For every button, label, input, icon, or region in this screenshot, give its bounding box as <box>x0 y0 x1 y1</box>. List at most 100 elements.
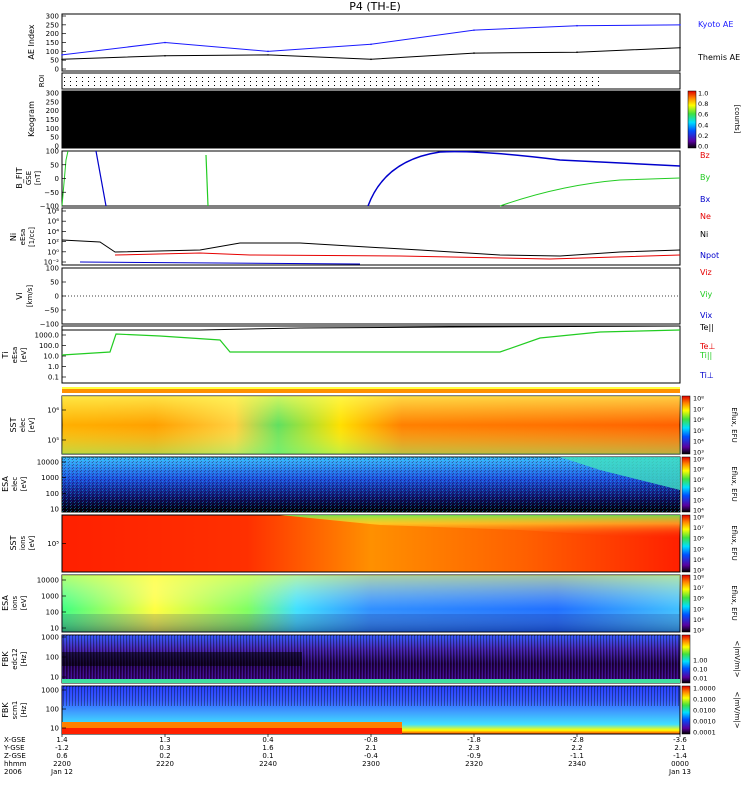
vi-ylabel-3: [km/s] <box>26 285 34 308</box>
ytick-label: 1000 <box>41 474 59 482</box>
xtick-xgse: -0.8 <box>364 736 378 744</box>
tipar-trace <box>61 329 681 356</box>
roi-dot <box>160 85 161 86</box>
roi-dot <box>124 81 125 82</box>
ytick-label: 50 <box>50 57 59 65</box>
roi-dot <box>160 77 161 78</box>
roi-dot <box>580 77 581 78</box>
roi-dot <box>508 85 509 86</box>
roi-dot <box>586 81 587 82</box>
esa-elec-ylabel-3: [eV] <box>20 476 28 491</box>
ae-data-point <box>267 54 269 56</box>
roi-dot <box>406 81 407 82</box>
roi-dot <box>100 77 101 78</box>
xtick-zgse: 0.2 <box>159 752 170 760</box>
roi-dot <box>250 81 251 82</box>
xtick-ygse: 2.3 <box>468 744 479 752</box>
ytick-label: 0.1 <box>48 374 59 382</box>
roi-dot <box>64 85 65 86</box>
roi-dot <box>280 81 281 82</box>
xtick-hhmm: 2200 <box>53 760 71 768</box>
roi-dot <box>394 77 395 78</box>
esa-ions-panel: ESA ions [eV] 10000 1000 100 10 <box>1 574 681 633</box>
roi-dot <box>82 85 83 86</box>
ae-data-point <box>164 54 166 57</box>
roi-dot <box>460 81 461 82</box>
roi-dot <box>364 77 365 78</box>
roi-dot <box>298 85 299 86</box>
roi-dot <box>184 81 185 82</box>
roi-dot <box>580 81 581 82</box>
sst-elec-ylabel: SST <box>9 417 18 432</box>
roi-dot <box>388 77 389 78</box>
roi-dot <box>598 77 599 78</box>
roi-dot <box>196 85 197 86</box>
colorbar-tick-label: 1.0 <box>698 90 708 98</box>
roi-dot <box>304 85 305 86</box>
ytick-label: 50 <box>50 134 59 142</box>
colorbar-tick-label: 10³ <box>693 627 704 635</box>
roi-dot <box>268 81 269 82</box>
ytick-label: 200 <box>46 107 59 115</box>
roi-dot <box>358 85 359 86</box>
ni-panel: Ni eEsa [1/cc] 10⁸ 10⁶ 10⁴ 10² 10⁰ 10⁻² Ne Ni… <box>9 207 719 267</box>
colorbar-tick-label: 1.00 <box>693 657 707 665</box>
sst-ions-colorbar <box>681 514 691 573</box>
roi-dot <box>310 81 311 82</box>
ni-legend-ni: Ni <box>700 230 708 239</box>
roi-dot <box>340 85 341 86</box>
roi-dot <box>472 77 473 78</box>
roi-dot <box>76 85 77 86</box>
roi-dot <box>436 81 437 82</box>
roi-dot <box>592 85 593 86</box>
roi-dot <box>202 81 203 82</box>
xtick-date: Jan 13 <box>668 768 691 776</box>
sst-elec-ylabel-2: elec <box>19 418 27 433</box>
roi-dot <box>334 81 335 82</box>
colorbar-tick-label: 10⁶ <box>693 486 704 494</box>
roi-dot <box>142 77 143 78</box>
xtick-xgse: -1.8 <box>467 736 481 744</box>
roi-dot <box>442 85 443 86</box>
ytick-label: −50 <box>44 189 59 197</box>
colorbar-tick-label: 0.0 <box>698 143 708 151</box>
ti-legend-tiperp: Ti⊥ <box>699 371 714 380</box>
roi-dot <box>262 77 263 78</box>
xtick-zgse: -0.9 <box>467 752 481 760</box>
roi-dot <box>406 77 407 78</box>
roi-dot <box>226 85 227 86</box>
ytick-label: 300 <box>46 90 59 98</box>
ytick-label: 10⁶ <box>47 218 59 226</box>
roi-dot <box>292 85 293 86</box>
roi-dot <box>106 85 107 86</box>
roi-dot <box>496 77 497 78</box>
roi-dot <box>568 77 569 78</box>
roi-dot <box>574 77 575 78</box>
ytick-label: 1000 <box>41 687 59 695</box>
bfit-legend-by: By <box>700 173 710 182</box>
roi-dot <box>424 77 425 78</box>
roi-dot <box>88 81 89 82</box>
keogram-colorbar <box>687 90 697 149</box>
bfit-ylabel: B_FIT <box>15 167 24 188</box>
x-row-label-ygse: Y-GSE <box>3 744 25 752</box>
roi-dot <box>490 85 491 86</box>
colorbar-tick-label: 10⁸ <box>693 574 704 582</box>
ytick-label: 0 <box>55 293 59 301</box>
vi-panel: Vi [km/s] 100 50 0 −50 −100 Viz Viy Vix <box>15 265 713 329</box>
fbk-edc12-panel: FBK edc12 [Hz] 1000 100 10 1.000.100.01 <|… <box>1 634 741 684</box>
xtick-date: Jan 12 <box>50 768 73 776</box>
roi-dot <box>478 85 479 86</box>
colorbar-tick-label: 10⁹ <box>693 456 704 464</box>
roi-dot <box>418 77 419 78</box>
ae-data-point <box>576 24 578 27</box>
roi-dot <box>124 85 125 86</box>
roi-dot <box>592 81 593 82</box>
roi-dot <box>370 77 371 78</box>
colorbar-tick-label: 10⁸ <box>693 395 704 403</box>
roi-dot <box>598 81 599 82</box>
roi-dot <box>358 77 359 78</box>
x-row-label-zgse: Z-GSE <box>4 752 26 760</box>
roi-ylabel: ROI <box>38 75 46 87</box>
